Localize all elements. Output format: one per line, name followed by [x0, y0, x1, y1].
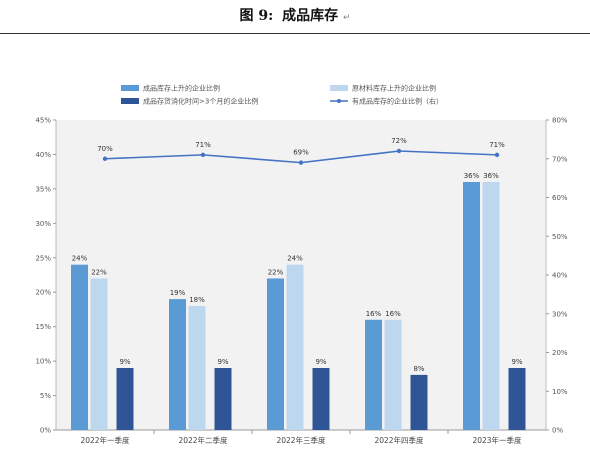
left-tick-label: 30%	[35, 220, 51, 228]
line-point	[494, 152, 500, 158]
right-tick-label: 80%	[552, 117, 568, 125]
bar-data-label: 36%	[464, 172, 480, 180]
bar-data-label: 36%	[483, 172, 499, 180]
line-point	[102, 156, 108, 161]
right-tick-label: 0%	[552, 427, 563, 435]
legend: 成品库存上升的企业比例 原材料库存上升的企业比例成品存货消化时间>3个月的企业比例…	[121, 84, 443, 106]
left-tick-label: 35%	[35, 185, 51, 193]
bar	[508, 368, 526, 430]
line-series: 70% 71% 69% 72% 71%	[97, 137, 505, 165]
bar-data-label: 9%	[511, 358, 522, 366]
bar	[482, 182, 500, 430]
line-point	[298, 160, 304, 165]
bar-data-label: 19%	[170, 289, 186, 297]
bar	[188, 306, 206, 430]
left-tick-label: 25%	[35, 254, 51, 262]
category-axis: 2022年一季度 2022年二季度 2022年三季度 2022年四季度 2023年一季度	[80, 430, 522, 445]
legend-label: 原材料库存上升的企业比例	[352, 84, 436, 93]
legend-swatch	[330, 85, 348, 91]
bar	[410, 374, 428, 430]
bar-series: 24% 19% 22% 16% 36% 22% 18% 24% 16% 36% 9% 9% 9% 8% 9%	[71, 172, 526, 430]
left-tick-label: 0%	[40, 427, 51, 435]
bar-data-label: 8%	[413, 365, 424, 373]
figure-number: 图 9:	[239, 8, 274, 24]
bar-data-label: 16%	[385, 310, 401, 318]
legend-label: 有成品库存的企业比例（右）	[352, 97, 443, 106]
bar	[214, 368, 232, 430]
bar-data-label: 9%	[315, 358, 326, 366]
line-data-label: 72%	[391, 137, 407, 145]
category-label: 2022年三季度	[276, 435, 326, 445]
bar-data-label: 24%	[287, 255, 303, 263]
bar-data-label: 9%	[119, 358, 130, 366]
legend-label: 成品存货消化时间>3个月的企业比例	[143, 97, 258, 106]
line-data-label: 70%	[97, 145, 113, 153]
bar	[71, 264, 88, 430]
category-label: 2023年一季度	[472, 435, 522, 445]
bar-data-label: 16%	[366, 310, 382, 318]
bar-data-label: 22%	[91, 268, 107, 276]
left-tick-label: 5%	[40, 392, 51, 400]
bar	[267, 278, 284, 430]
bar	[169, 299, 186, 430]
paragraph-mark: ↵	[343, 13, 351, 23]
legend-swatch	[121, 85, 139, 91]
line-data-label: 69%	[293, 149, 309, 157]
right-tick-label: 40%	[552, 272, 568, 280]
category-label: 2022年二季度	[178, 435, 228, 445]
right-axis: 0% 10% 20% 30% 40% 50% 60% 70% 80%	[545, 117, 568, 435]
line-point	[200, 152, 206, 158]
left-tick-label: 45%	[35, 117, 51, 125]
bar-data-label: 18%	[189, 296, 205, 304]
bar	[463, 182, 480, 430]
left-tick-label: 40%	[35, 151, 51, 159]
line-data-label: 71%	[489, 141, 505, 149]
category-label: 2022年四季度	[374, 435, 424, 445]
right-tick-label: 70%	[552, 155, 568, 163]
line-point	[396, 148, 402, 154]
bar	[312, 368, 330, 430]
line-data-label: 71%	[195, 141, 211, 149]
legend-swatch-marker	[337, 99, 341, 103]
legend-swatch	[121, 98, 139, 104]
bar-data-label: 9%	[217, 358, 228, 366]
left-tick-label: 15%	[35, 323, 51, 331]
bar-data-label: 24%	[72, 255, 88, 263]
bar	[286, 264, 304, 430]
right-tick-label: 50%	[552, 233, 568, 241]
right-tick-label: 10%	[552, 388, 568, 396]
right-tick-label: 20%	[552, 349, 568, 357]
right-tick-label: 30%	[552, 310, 568, 318]
left-tick-label: 10%	[35, 358, 51, 366]
figure-title-text: 成品库存	[282, 8, 339, 24]
bar	[90, 278, 108, 430]
category-label: 2022年一季度	[80, 435, 130, 445]
bar	[384, 319, 402, 430]
bar-data-label: 22%	[268, 268, 284, 276]
left-tick-label: 20%	[35, 289, 51, 297]
bar	[116, 368, 134, 430]
right-tick-label: 60%	[552, 194, 568, 202]
title-divider	[0, 33, 590, 34]
bar	[365, 319, 382, 430]
figure-title: 图 9: 成品库存 ↵	[0, 5, 590, 25]
legend-label: 成品库存上升的企业比例	[143, 84, 220, 93]
